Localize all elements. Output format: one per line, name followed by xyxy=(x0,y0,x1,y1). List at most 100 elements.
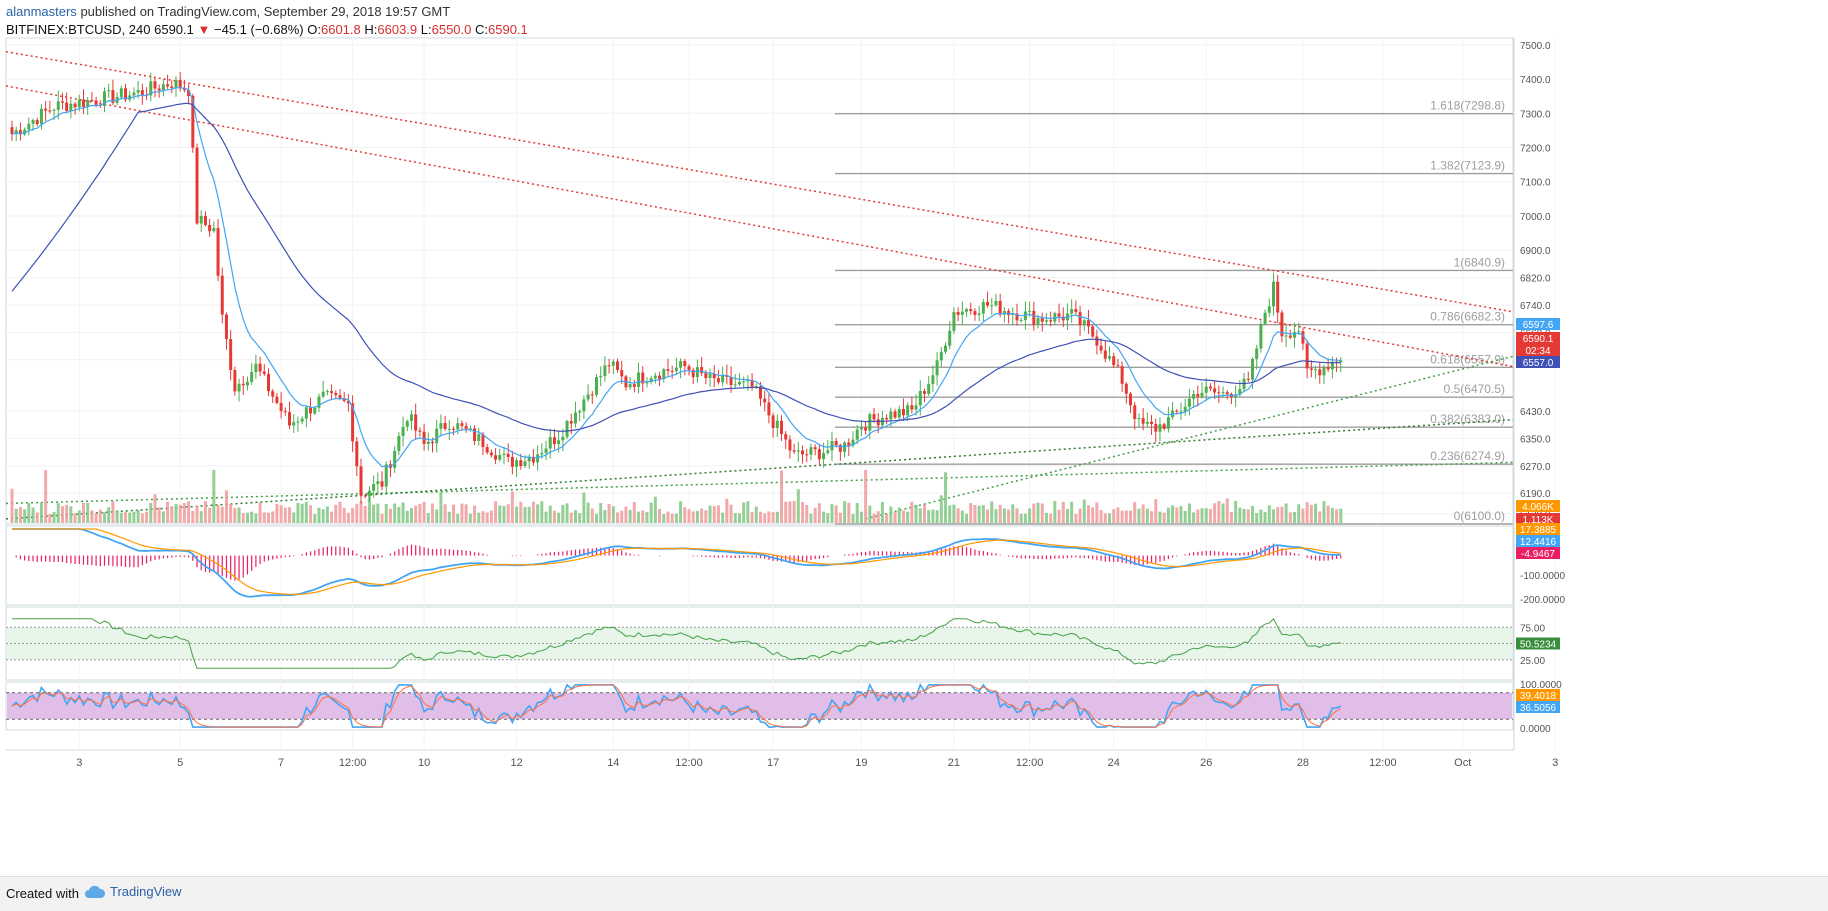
macd-histogram-bar xyxy=(1075,555,1077,558)
macd-histogram-bar xyxy=(1268,545,1270,556)
x-tick-label: 14 xyxy=(607,757,619,769)
macd-histogram-bar xyxy=(747,555,749,558)
volume-bar xyxy=(258,502,262,523)
macd-histogram-bar xyxy=(1096,555,1098,561)
candle-up xyxy=(977,313,981,315)
macd-histogram-bar xyxy=(145,555,148,564)
candle-up xyxy=(628,384,632,388)
candle-up xyxy=(27,123,31,130)
candle-up xyxy=(1028,310,1032,312)
candle-down xyxy=(267,373,271,392)
macd-histogram-bar xyxy=(436,548,438,556)
macd-histogram-bar xyxy=(276,555,278,559)
macd-histogram-bar xyxy=(579,549,581,556)
fib-level-label: 0.382(6383.0) xyxy=(1430,412,1505,426)
macd-histogram-bar xyxy=(928,551,930,556)
macd-histogram-bar xyxy=(860,552,863,556)
volume-bar xyxy=(1272,509,1275,523)
candle-up xyxy=(31,120,35,124)
volume-bar xyxy=(1145,508,1149,523)
candle-down xyxy=(758,386,762,399)
macd-histogram-bar xyxy=(133,555,135,568)
macd-tick-label: -200.0000 xyxy=(1520,595,1565,606)
macd-histogram-bar xyxy=(326,546,328,556)
macd-histogram-bar xyxy=(587,548,589,556)
candle-up xyxy=(426,441,430,444)
macd-histogram-bar xyxy=(1293,553,1296,556)
candle-down xyxy=(330,391,334,393)
candle-down xyxy=(792,450,796,452)
candle-down xyxy=(1057,313,1061,317)
volume-bar xyxy=(695,510,699,523)
symbol-label: BITFINEX:BTCUSD, 240 xyxy=(6,22,151,37)
macd-histogram-bar xyxy=(1247,552,1249,556)
volume-bar xyxy=(1133,502,1137,523)
volume-bar xyxy=(569,512,573,523)
candle-up xyxy=(944,345,948,352)
volume-bar xyxy=(1318,511,1322,523)
candle-up xyxy=(174,79,178,88)
macd-histogram-bar xyxy=(852,553,854,556)
candle-up xyxy=(1250,359,1254,380)
y-tick-label: 6350.0 xyxy=(1520,434,1551,445)
volume-bar xyxy=(1183,510,1187,523)
candle-up xyxy=(733,384,737,386)
macd-histogram-bar xyxy=(1012,555,1014,558)
volume-bar xyxy=(965,513,969,523)
candle-up xyxy=(397,435,401,451)
candle-up xyxy=(468,428,472,430)
macd-histogram-bar xyxy=(570,550,572,556)
macd-histogram-bar xyxy=(1289,552,1291,556)
volume-bar xyxy=(191,510,195,523)
volume-bar xyxy=(901,510,905,523)
candle-up xyxy=(561,436,565,441)
macd-histogram-bar xyxy=(465,550,467,556)
macd-histogram-bar xyxy=(923,551,926,556)
volume-bar xyxy=(355,503,359,523)
macd-histogram-bar xyxy=(810,555,812,560)
author-link[interactable]: alanmasters xyxy=(6,4,77,19)
macd-histogram-bar xyxy=(961,546,963,556)
volume-bar xyxy=(1019,513,1023,523)
candle-down xyxy=(1305,343,1309,369)
volume-bar xyxy=(708,505,712,523)
volume-bar xyxy=(1221,503,1225,523)
ema-fast-line xyxy=(11,87,1341,468)
y-tick-label: 7200.0 xyxy=(1520,144,1551,155)
macd-histogram-bar xyxy=(1007,555,1010,557)
candle-down xyxy=(81,99,85,108)
candle-down xyxy=(607,365,611,367)
candle-down xyxy=(275,396,279,403)
macd-histogram-bar xyxy=(112,555,114,567)
candle-up xyxy=(1267,306,1271,313)
chart-area[interactable]: 7500.0 7400.0 7300.0 7200.0 7100.0 7000.0 6900… xyxy=(0,0,1828,876)
macd-histogram-bar xyxy=(356,553,358,556)
down-arrow-icon: ▼ xyxy=(197,22,211,37)
macd-histogram-bar xyxy=(398,549,400,556)
candle-down xyxy=(531,456,535,463)
macd-histogram-bar xyxy=(751,555,753,558)
macd-histogram-bar xyxy=(318,548,320,556)
candle-up xyxy=(132,92,136,96)
volume-bar xyxy=(473,505,477,523)
high-label: H: xyxy=(364,22,378,37)
volume-bar xyxy=(48,514,52,523)
volume-bar xyxy=(649,502,653,523)
macd-histogram-bar xyxy=(1054,555,1056,559)
x-tick-label: 5 xyxy=(177,757,183,769)
volume-bar xyxy=(60,506,64,523)
candle-up xyxy=(775,420,779,429)
candle-up xyxy=(103,91,107,107)
candle-up xyxy=(39,108,43,125)
macd-histogram-bar xyxy=(1113,555,1115,563)
macd-histogram-bar xyxy=(478,552,480,556)
volume-bar xyxy=(145,511,149,523)
tradingview-brand-link[interactable]: TradingView xyxy=(84,884,182,899)
macd-signal-line xyxy=(12,528,1341,596)
candle-up xyxy=(1192,394,1196,399)
macd-histogram-bar xyxy=(511,555,513,557)
candle-up xyxy=(1221,392,1225,394)
macd-histogram-bar xyxy=(848,554,850,556)
candle-down xyxy=(489,452,493,456)
volume-bar xyxy=(342,507,346,523)
